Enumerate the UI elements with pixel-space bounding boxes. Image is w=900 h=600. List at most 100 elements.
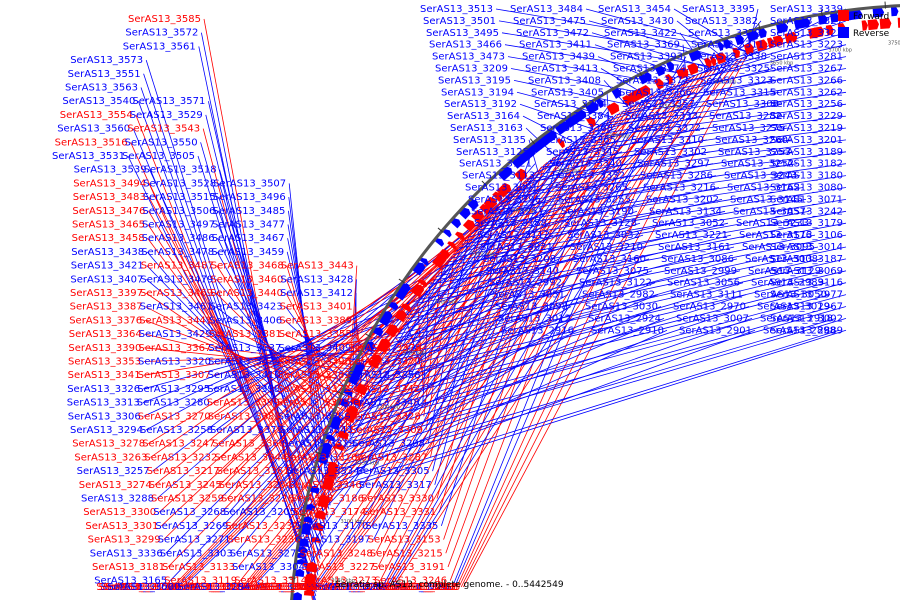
- tick-mark: [481, 180, 488, 187]
- feature-label: SerAS13_3223: [770, 40, 843, 51]
- leader-line: [541, 127, 847, 168]
- feature-arrow: [799, 17, 811, 29]
- feature-arrow: [292, 592, 302, 600]
- feature-label: SerAS13_3113: [462, 171, 535, 182]
- feature-label: SerAS13_3360: [212, 439, 285, 450]
- feature-label: SerAS13_3348: [347, 398, 420, 409]
- tick-label: 3750 kbp: [888, 41, 900, 47]
- feature-label: SerAS13_3036: [243, 582, 316, 593]
- feature-label: SerAS13_3262: [770, 87, 843, 98]
- feature-label: SerAS13_3170: [295, 521, 368, 532]
- leader-line: [147, 249, 458, 445]
- leader-line: [377, 119, 610, 568]
- leader-line: [352, 306, 572, 431]
- feature-label: SerAS13_3127: [175, 582, 248, 593]
- feature-label: SerAS13_3308: [706, 99, 779, 110]
- feature-label: SerAS13_3309: [350, 425, 423, 436]
- leader-line: [577, 103, 847, 140]
- feature-arrow: [325, 434, 335, 442]
- feature-arrow: [350, 398, 362, 407]
- feature-label: SerAS13_3152: [103, 582, 176, 593]
- feature-label: SerAS13_3421: [71, 261, 144, 272]
- leader-line: [562, 115, 786, 151]
- feature-arrow: [321, 442, 333, 453]
- leader-line: [349, 306, 750, 440]
- feature-label: SerAS13_3375: [277, 398, 350, 409]
- feature-label: SerAS13_3355: [279, 329, 352, 340]
- feature-label: SerAS13_3232: [144, 452, 217, 463]
- feature-label: SerAS13_3057: [733, 206, 806, 217]
- feature-label: SerAS13_2889: [770, 325, 843, 336]
- feature-label: SerAS13_3513: [420, 4, 493, 15]
- leader-line: [490, 163, 847, 215]
- feature-label: SerAS13_3466: [429, 40, 502, 51]
- feature-label: SerAS13_3302: [634, 147, 707, 158]
- feature-arrow: [342, 389, 353, 397]
- feature-label: SerAS13_3561: [123, 41, 196, 52]
- feature-label: SerAS13_3551: [68, 69, 141, 80]
- feature-arrow: [394, 310, 408, 323]
- feature-label: SerAS13_3196: [379, 582, 452, 593]
- feature-label: SerAS13_3331: [363, 507, 436, 518]
- leader-line: [386, 258, 738, 355]
- tick-mark: [757, 23, 761, 31]
- feature-arrow: [813, 26, 825, 38]
- feature-arrow: [471, 209, 485, 224]
- feature-arrow: [590, 101, 599, 112]
- leader-line: [533, 139, 620, 174]
- feature-label: SerAS13_3071: [770, 194, 843, 205]
- feature-label: SerAS13_3274: [79, 480, 152, 491]
- feature-label: SerAS13_3413: [525, 64, 598, 75]
- feature-label: SerAS13_2989: [751, 278, 824, 289]
- feature-label: SerAS13_3496: [213, 192, 286, 203]
- feature-label: SerAS13_3573: [70, 55, 143, 66]
- feature-label: SerAS13_3263: [74, 452, 147, 463]
- feature-arrow: [638, 73, 648, 85]
- feature-label: SerAS13_3119: [164, 576, 237, 587]
- leader-line: [127, 155, 322, 555]
- feature-label: SerAS13_3334: [287, 466, 360, 477]
- feature-label: SerAS13_3365: [543, 135, 616, 146]
- leader-line: [410, 234, 732, 316]
- leader-line: [286, 251, 341, 469]
- feature-label: SerAS13_3333: [625, 111, 698, 122]
- feature-label: SerAS13_3215: [370, 548, 443, 559]
- leader-line: [405, 234, 847, 323]
- feature-label: SerAS13_3372: [616, 75, 689, 86]
- leader-line: [174, 94, 654, 588]
- feature-label: SerAS13_3368: [540, 123, 613, 134]
- leader-line: [338, 329, 578, 475]
- feature-arrow: [885, 18, 892, 29]
- leader-line: [548, 127, 705, 162]
- feature-label: SerAS13_3516: [55, 137, 128, 148]
- feature-label: SerAS13_3443: [281, 261, 354, 272]
- feature-label: SerAS13_3298: [352, 439, 425, 450]
- feature-label: SerAS13_3124: [99, 582, 172, 593]
- feature-label: SerAS13_3254: [313, 582, 386, 593]
- leader-line: [516, 91, 613, 118]
- feature-label: SerAS13_3497: [142, 220, 215, 231]
- feature-arrow: [872, 7, 885, 18]
- feature-arrow: [861, 20, 868, 31]
- feature-label: SerAS13_3284: [177, 582, 250, 593]
- tick-mark: [288, 577, 296, 579]
- feature-label: SerAS13_3353: [68, 357, 141, 368]
- tick-label: 3400 kbp: [512, 208, 536, 214]
- feature-label: SerAS13_3218: [385, 582, 458, 593]
- feature-label: SerAS13_3337: [208, 343, 281, 354]
- leader-line: [589, 103, 611, 133]
- feature-arrow: [400, 303, 412, 312]
- feature-label: SerAS13_3242: [770, 206, 843, 217]
- feature-arrow: [337, 430, 349, 440]
- feature-arrow: [450, 218, 462, 229]
- feature-label: SerAS13_3080: [770, 183, 843, 194]
- feature-arrow: [694, 49, 702, 60]
- feature-label: SerAS13_3135: [453, 135, 526, 146]
- feature-label: SerAS13_3422: [604, 28, 677, 39]
- feature-label: SerAS13_3280: [137, 398, 210, 409]
- feature-arrow: [372, 327, 384, 337]
- leader-line: [335, 329, 756, 483]
- feature-label: SerAS13_3345: [546, 147, 619, 158]
- feature-label: SerAS13_3395: [682, 4, 755, 15]
- leader-line: [570, 115, 614, 146]
